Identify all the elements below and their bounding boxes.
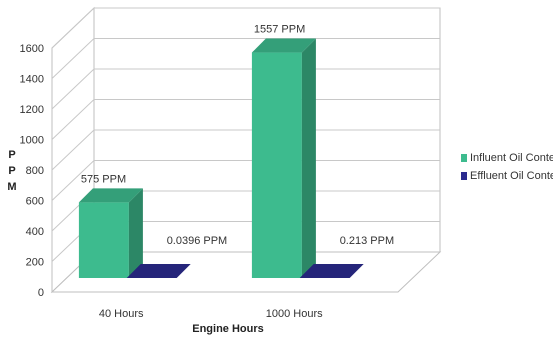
gridline [51,68,440,110]
legend-label: Influent Oil Content [470,152,553,164]
legend-swatch [461,154,467,162]
data-labels: 575 PPM 0.0396 PPM 1557 PPM 0.213 PPM [81,24,394,247]
gridline [51,7,440,49]
bar-front [78,202,129,278]
y-axis-label-letter: P [8,149,15,161]
data-label: 1557 PPM [254,24,305,36]
y-tick-label: 600 [26,196,44,208]
x-axis-ticks: 40 Hours 1000 Hours [99,308,323,320]
y-tick-label: 1200 [20,104,44,116]
y-tick-label: 1000 [20,135,44,147]
y-axis-label-letter: P [8,165,15,177]
gridline [51,99,440,140]
x-tick-label: 1000 Hours [266,308,323,320]
bar-top [251,38,316,53]
bar [251,38,316,279]
gridline [51,160,440,201]
bar-side [128,188,143,278]
y-axis-label-letter: M [7,181,16,193]
x-axis-label: Engine Hours [192,323,264,335]
y-tick-label: 200 [26,257,44,269]
data-label: 575 PPM [81,173,126,185]
legend: Influent Oil Content Effluent Oil Content [461,152,553,182]
bar [78,188,143,278]
gridline [51,129,440,171]
y-tick-label: 800 [26,165,44,177]
y-axis-label: PPM [7,149,16,193]
y-axis-ticks: 0 200 400 600 800 1000 1200 1400 1600 [20,43,44,299]
y-tick-label: 400 [26,226,44,238]
bar-top [299,264,364,278]
bar-side [301,38,316,279]
bar-top [78,188,143,203]
y-tick-label: 1600 [20,43,44,55]
bar-front [251,52,302,279]
legend-swatch [461,172,467,180]
y-tick-label: 0 [38,287,44,299]
y-tick-label: 1400 [20,74,44,86]
legend-label: Effluent Oil Content [470,170,553,182]
data-label: 0.0396 PPM [167,235,228,247]
bar [126,264,191,278]
bar [299,264,364,278]
data-label: 0.213 PPM [340,235,394,247]
bar-top [126,264,191,278]
x-tick-label: 40 Hours [99,308,144,320]
bars [78,38,364,279]
gridline [51,38,440,79]
